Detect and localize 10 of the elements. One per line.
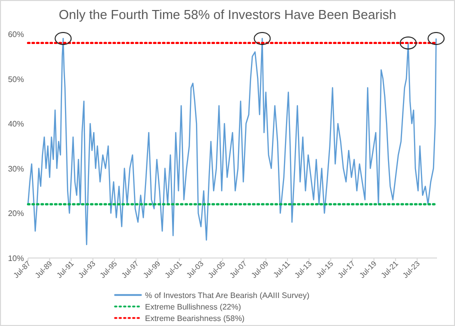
y-tick-label: 20% [8, 209, 24, 218]
y-tick-label: 60% [8, 30, 24, 39]
legend-label: Extreme Bullishness (22%) [145, 302, 242, 312]
y-tick-label: 50% [8, 74, 24, 84]
y-tick-label: 40% [8, 120, 24, 129]
legend-label: % of Investors That Are Bearish (AAIII Survey) [145, 291, 310, 300]
y-tick-label: 10% [8, 254, 24, 263]
y-tick-label: 30% [8, 164, 24, 174]
legend-label: Extreme Bearishness (58%) [145, 314, 245, 323]
chart-title: Only the Fourth Time 58% of Investors Have Been Bearish [58, 7, 396, 22]
